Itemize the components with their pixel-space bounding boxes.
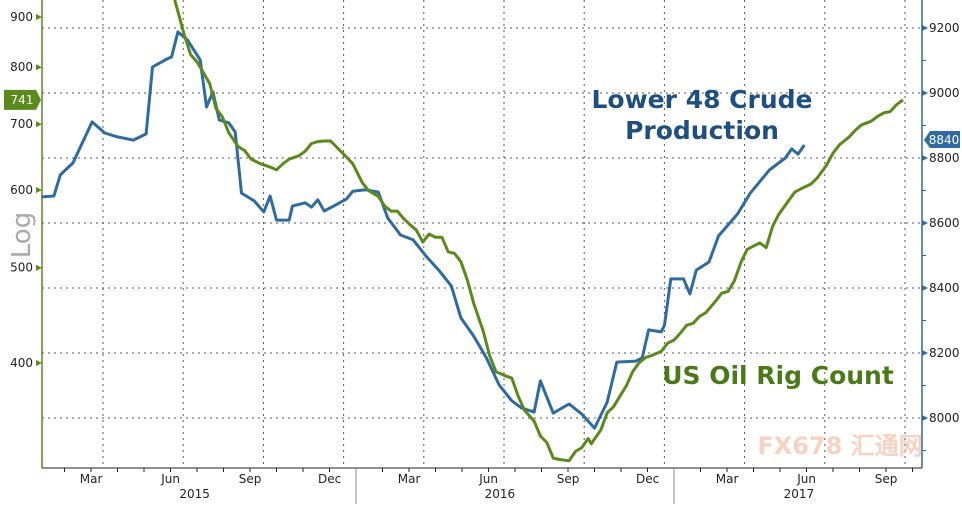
production-line [41, 30, 806, 430]
right-current-value-flag [924, 131, 960, 148]
left-tick-label: 600 [10, 183, 33, 197]
watermark: FX678 汇通网 [757, 432, 922, 460]
left-axis-label: Log [7, 212, 37, 258]
x-tick-label: Mar [80, 472, 103, 486]
right-tick-mark [922, 285, 928, 291]
x-year-label: 2017 [784, 487, 815, 501]
right-tick-mark [922, 90, 928, 96]
x-tick-label: Dec [636, 472, 659, 486]
right-tick-mark [922, 25, 928, 31]
x-tick-label: Jun [160, 472, 180, 486]
right-tick-mark [922, 415, 928, 421]
x-tick-label: Sep [875, 472, 898, 486]
right-tick-mark [922, 350, 928, 356]
left-tick-label: 400 [10, 356, 33, 370]
left-tick-mark [36, 359, 42, 366]
x-year-label: 2016 [485, 487, 516, 501]
x-year-label: 2015 [179, 487, 210, 501]
series-lines [41, 0, 904, 463]
right-tick-label: 8600 [929, 216, 960, 230]
left-tick-label: 500 [10, 261, 33, 275]
x-tick-label: Sep [239, 472, 262, 486]
left-tick-mark [36, 121, 42, 128]
left-tick-label: 900 [10, 10, 33, 24]
right-tick-label: 8200 [929, 346, 960, 360]
left-tick-label: 700 [10, 117, 33, 131]
right-tick-label: 9200 [929, 21, 960, 35]
right-tick-label: 8000 [929, 411, 960, 425]
x-tick-label: Mar [398, 472, 421, 486]
x-tick-label: Jun [796, 472, 816, 486]
axes: 400 500 600 700 800 900 8000 8200 8400 8600 8800 90… [4, 0, 960, 504]
annotation-production-1: Lower 48 Crude [591, 85, 812, 114]
gridlines [42, 0, 922, 468]
right-current-value: 8840 [929, 133, 960, 147]
annotation-production-2: Production [625, 116, 779, 145]
x-tick-label: Jun [478, 472, 498, 486]
left-tick-mark [36, 64, 42, 71]
annotation-rig-count: US Oil Rig Count [662, 361, 894, 390]
left-tick-mark [36, 14, 42, 20]
rig-count-line [173, 0, 904, 463]
left-tick-label: 800 [10, 60, 33, 74]
left-current-value-flag [4, 89, 41, 110]
left-tick-mark [36, 264, 42, 271]
left-tick-mark [36, 186, 42, 193]
x-tick-label: Dec [318, 472, 341, 486]
right-tick-label: 8800 [929, 151, 960, 165]
right-tick-mark [922, 155, 928, 161]
right-tick-mark [922, 220, 928, 226]
right-tick-label: 9000 [929, 86, 960, 100]
left-current-value: 741 [11, 93, 34, 107]
x-tick-label: Mar [716, 472, 739, 486]
x-tick-label: Sep [557, 472, 580, 486]
right-tick-label: 8400 [929, 281, 960, 295]
